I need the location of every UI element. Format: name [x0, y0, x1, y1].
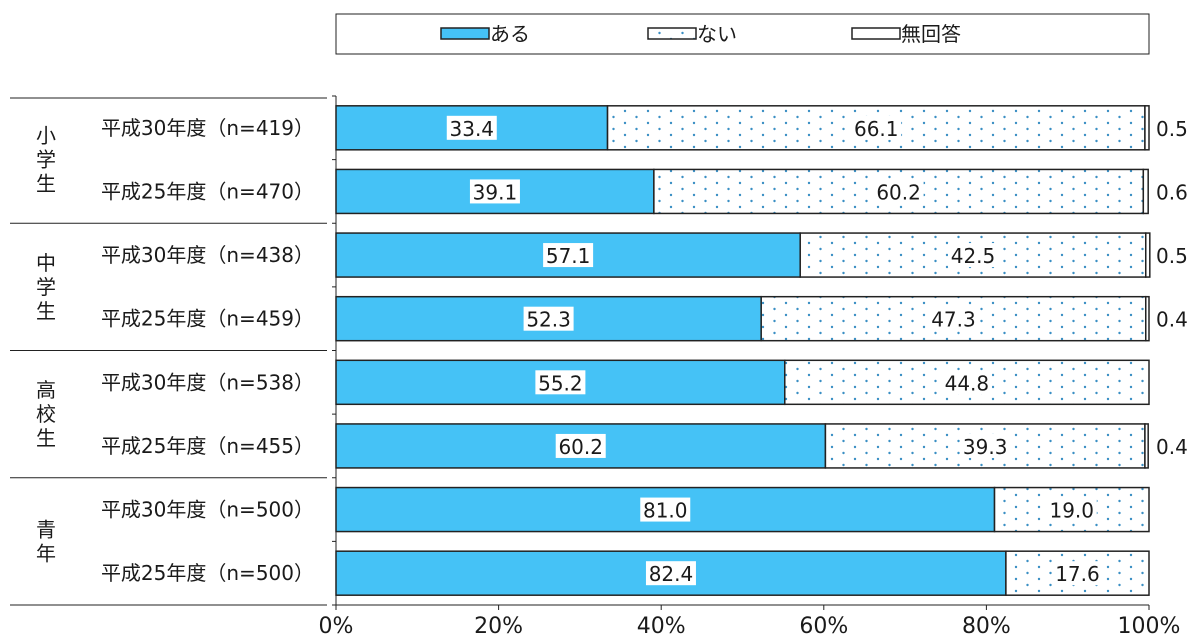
bar-segment-mukaitou	[1144, 105, 1150, 151]
bar-segment-mukaitou	[1142, 168, 1149, 215]
group-label-char: 生	[36, 299, 56, 323]
group-label-char: 校	[36, 402, 56, 426]
group-label-char: 生	[36, 172, 56, 196]
data-label-outside: 0.4	[1156, 435, 1188, 459]
legend-swatch-0	[440, 27, 490, 40]
row-label: 平成30年度（n=538）	[101, 370, 314, 394]
data-label-bg	[469, 179, 520, 204]
bar-segment-mukaitou	[1144, 232, 1151, 278]
row-label: 平成25年度（n=500）	[101, 561, 314, 585]
x-tick-label: 40%	[637, 614, 686, 639]
data-label-outside: 0.5	[1156, 244, 1188, 268]
row-label: 平成30年度（n=419）	[101, 116, 314, 140]
data-label-bg	[947, 243, 998, 268]
group-label-char: 中	[36, 251, 56, 275]
data-label: 17.6	[1055, 562, 1100, 586]
legend-label-1: ない	[697, 22, 737, 46]
row-label: 平成30年度（n=500）	[101, 498, 314, 522]
data-label: 47.3	[931, 308, 976, 332]
data-label: 39.1	[473, 180, 518, 204]
data-label-outside: 0.5	[1156, 117, 1188, 141]
group-label-char: 高	[36, 378, 56, 402]
data-label: 39.3	[963, 435, 1008, 459]
data-label: 66.1	[854, 117, 899, 141]
data-label-bg	[645, 561, 696, 586]
x-tick-label: 60%	[799, 614, 848, 639]
bar-segment-mukaitou	[1144, 295, 1150, 342]
group-label-char: 学	[36, 148, 56, 172]
data-label-bg	[1046, 497, 1097, 522]
group-label-char: 小	[36, 124, 56, 148]
bar-segment-mukaitou	[1144, 423, 1149, 469]
legend-swatch-1	[647, 27, 697, 40]
group-label-char: 学	[36, 275, 56, 299]
data-label: 33.4	[450, 117, 495, 141]
data-label-outside: 0.6	[1156, 180, 1188, 204]
data-label-bg	[640, 497, 691, 522]
data-label: 19.0	[1049, 499, 1094, 523]
data-label-bg	[851, 115, 902, 140]
row-label: 平成25年度（n=459）	[101, 307, 314, 331]
data-label-bg	[523, 306, 574, 331]
data-label-bg	[960, 433, 1011, 458]
group-label: 高校生	[36, 378, 56, 450]
data-label-bg	[1052, 561, 1103, 586]
legend-label-2: 無回答	[901, 22, 961, 46]
data-label: 55.2	[538, 371, 583, 395]
data-label: 81.0	[643, 499, 688, 523]
group-label: 小学生	[36, 124, 56, 196]
legend-swatch-2	[851, 27, 901, 40]
group-label-char: 年	[36, 541, 56, 565]
data-label-bg	[928, 306, 979, 331]
x-tick-label: 80%	[962, 614, 1011, 639]
group-label: 青年	[36, 517, 56, 565]
row-label: 平成30年度（n=438）	[101, 243, 314, 267]
bar-segment-aru	[335, 168, 655, 215]
data-label-bg	[543, 243, 594, 268]
data-label: 52.3	[526, 308, 571, 332]
data-label: 42.5	[951, 244, 996, 268]
legend-label-0: ある	[490, 22, 530, 46]
data-label-bg	[873, 179, 924, 204]
group-label-char: 青	[36, 517, 56, 541]
data-label: 60.2	[558, 435, 603, 459]
data-label-outside: 0.4	[1156, 308, 1188, 332]
data-label: 82.4	[649, 562, 694, 586]
group-label: 中学生	[36, 251, 56, 323]
x-tick-label: 0%	[319, 614, 354, 639]
data-label-bg	[555, 433, 606, 458]
data-label-bg	[446, 115, 497, 140]
data-label: 44.8	[945, 371, 990, 395]
group-label-char: 生	[36, 426, 56, 450]
data-label: 57.1	[546, 244, 591, 268]
x-tick-label: 100%	[1118, 614, 1181, 639]
data-label-bg	[535, 370, 586, 395]
row-label: 平成25年度（n=470）	[101, 179, 314, 203]
data-label-bg	[941, 370, 992, 395]
data-label: 60.2	[876, 180, 921, 204]
row-label: 平成25年度（n=455）	[101, 434, 314, 458]
x-tick-label: 20%	[474, 614, 523, 639]
